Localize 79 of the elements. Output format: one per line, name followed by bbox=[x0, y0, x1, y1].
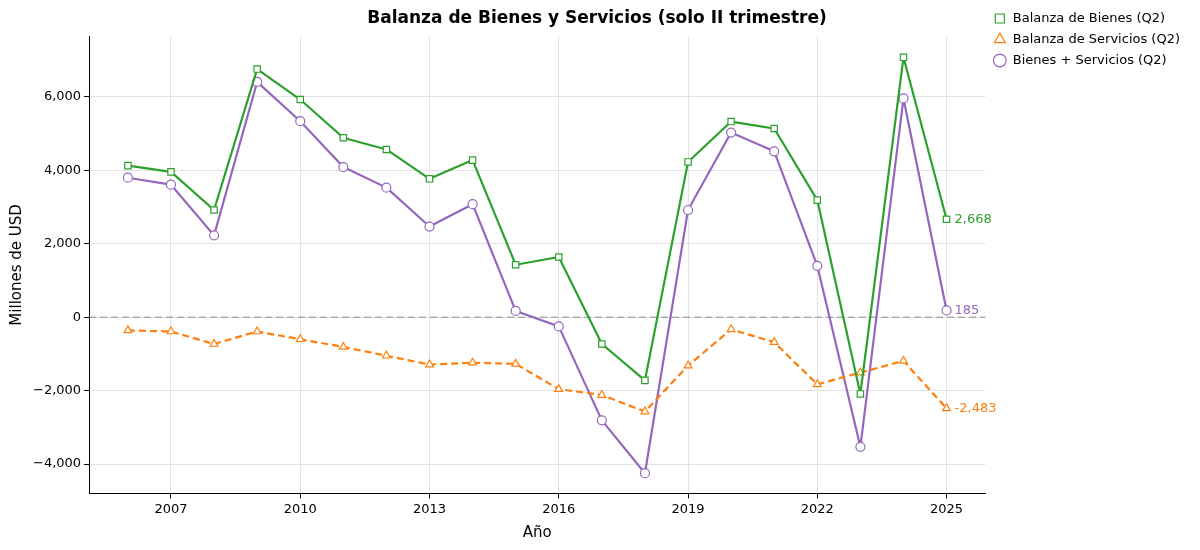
y-tick-label: 2,000 bbox=[43, 235, 82, 251]
legend-label: Balanza de Bienes (Q2) bbox=[1012, 9, 1166, 25]
point bbox=[166, 326, 176, 335]
point bbox=[726, 127, 737, 138]
point bbox=[425, 175, 434, 183]
point bbox=[856, 390, 865, 398]
point bbox=[898, 355, 908, 364]
y-tick-label: 0 bbox=[72, 308, 82, 324]
point bbox=[682, 204, 694, 216]
point bbox=[208, 230, 220, 241]
point bbox=[339, 133, 348, 142]
point bbox=[209, 338, 219, 347]
x-axis-title: Año bbox=[522, 522, 552, 541]
y-axis-title: Millones de USD bbox=[6, 204, 25, 326]
point bbox=[338, 161, 349, 173]
point bbox=[338, 341, 348, 350]
y-tick-label: 4,000 bbox=[43, 161, 82, 177]
point bbox=[684, 158, 692, 166]
point bbox=[769, 337, 779, 346]
point bbox=[167, 168, 175, 176]
legend-label: Bienes + Servicios (Q2) bbox=[1012, 51, 1167, 67]
point bbox=[510, 305, 521, 317]
point bbox=[812, 379, 822, 388]
point bbox=[770, 124, 778, 133]
point bbox=[381, 350, 391, 359]
point bbox=[942, 215, 951, 224]
point bbox=[942, 403, 952, 412]
point bbox=[639, 468, 651, 479]
x-tick-label: 2007 bbox=[154, 500, 188, 516]
point bbox=[296, 95, 305, 104]
point bbox=[640, 406, 650, 415]
point bbox=[165, 179, 177, 190]
point bbox=[899, 53, 908, 62]
point bbox=[468, 156, 477, 164]
x-tick-label: 2025 bbox=[930, 500, 964, 516]
point bbox=[683, 360, 693, 369]
point bbox=[812, 260, 823, 271]
point bbox=[769, 146, 780, 157]
point bbox=[467, 199, 478, 210]
point bbox=[641, 376, 649, 385]
point bbox=[253, 65, 261, 73]
point bbox=[727, 117, 735, 126]
data-label: 2,668 bbox=[954, 210, 992, 226]
point bbox=[941, 305, 952, 316]
point bbox=[597, 389, 607, 398]
data-label: -2,483 bbox=[954, 399, 997, 415]
x-tick-label: 2016 bbox=[542, 500, 576, 516]
point bbox=[210, 206, 218, 214]
point bbox=[813, 196, 822, 204]
point bbox=[124, 161, 132, 170]
point bbox=[424, 221, 435, 232]
point bbox=[598, 340, 606, 348]
point bbox=[252, 326, 262, 335]
y-tick-label: −2,000 bbox=[33, 382, 82, 397]
legend-label: Balanza de Servicios (Q2) bbox=[1012, 30, 1180, 46]
y-tick-label: 6,000 bbox=[43, 88, 82, 104]
point bbox=[425, 359, 434, 368]
point bbox=[511, 260, 520, 269]
point bbox=[554, 384, 564, 392]
point bbox=[123, 325, 133, 334]
point bbox=[122, 172, 133, 183]
point bbox=[511, 358, 521, 367]
data-label: 185 bbox=[954, 301, 980, 317]
point bbox=[468, 357, 478, 366]
point bbox=[898, 93, 909, 104]
x-tick-label: 2019 bbox=[671, 500, 705, 516]
point bbox=[855, 441, 866, 452]
x-tick-label: 2010 bbox=[283, 500, 317, 516]
point bbox=[554, 253, 563, 261]
point bbox=[553, 321, 564, 332]
point bbox=[726, 324, 736, 333]
x-tick-label: 2013 bbox=[412, 500, 447, 516]
point bbox=[295, 116, 306, 127]
point bbox=[596, 415, 607, 426]
y-tick-label: −4,000 bbox=[33, 455, 82, 471]
point bbox=[295, 334, 305, 343]
chart-title: Balanza de Bienes y Servicios (solo II trimestre) bbox=[367, 6, 827, 27]
x-tick-label: 2022 bbox=[800, 500, 834, 516]
point bbox=[381, 182, 392, 193]
